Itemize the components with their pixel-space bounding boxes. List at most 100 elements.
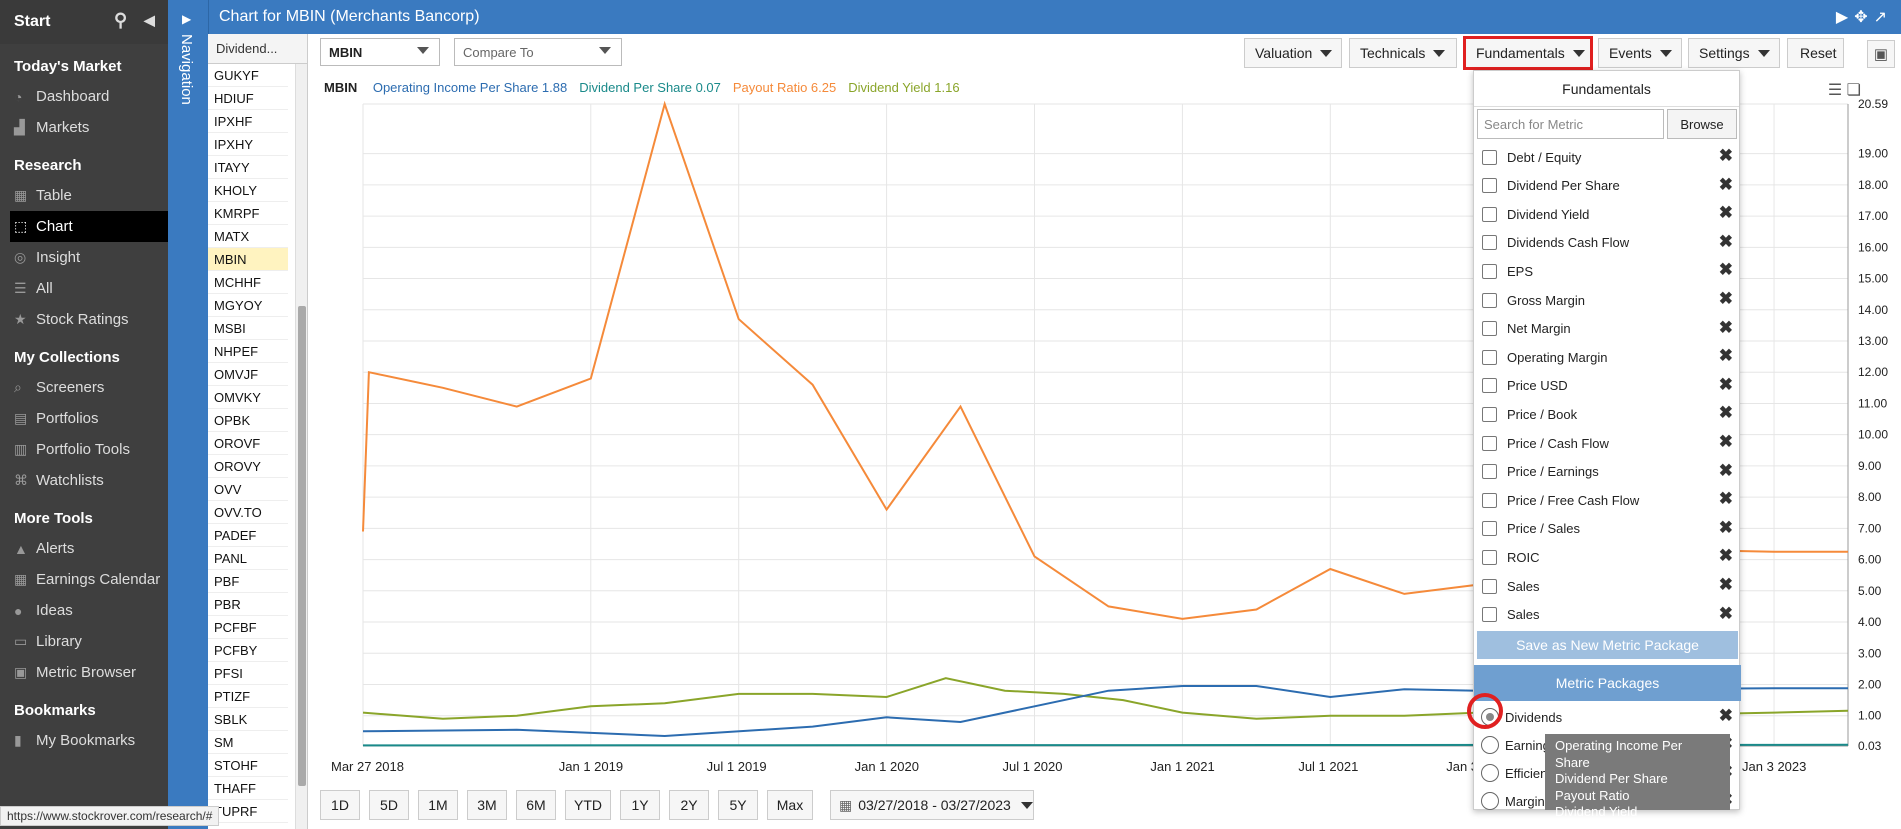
sidebar-item-stock-ratings[interactable]: ★ Stock Ratings	[0, 304, 168, 335]
menu-icon[interactable]: ☰	[1827, 82, 1843, 99]
ticker-item[interactable]: OVV.TO	[208, 501, 288, 524]
remove-icon[interactable]: ✖	[1718, 460, 1733, 480]
ticker-item[interactable]: SBLK	[208, 708, 288, 731]
range-button-3m[interactable]: 3M	[467, 790, 507, 820]
ticker-item[interactable]: PTIZF	[208, 685, 288, 708]
remove-icon[interactable]: ✖	[1718, 403, 1733, 423]
sidebar-item-portfolio-tools[interactable]: ▥ Portfolio Tools	[0, 434, 168, 465]
ticker-item[interactable]: PADEF	[208, 524, 288, 547]
metric-checkbox[interactable]	[1482, 578, 1497, 594]
range-button-5y[interactable]: 5Y	[718, 790, 758, 820]
metric-row[interactable]: Dividend Per Share ✖	[1474, 172, 1741, 200]
sidebar-item-table[interactable]: ▦ Table	[0, 180, 168, 211]
metric-checkbox[interactable]	[1482, 149, 1497, 165]
metric-row[interactable]: Gross Margin ✖	[1474, 286, 1741, 314]
remove-icon[interactable]: ✖	[1718, 203, 1733, 223]
metric-search-input[interactable]: Search for Metric	[1477, 109, 1664, 139]
expand-right-icon[interactable]: ▶	[182, 12, 192, 26]
range-button-1d[interactable]: 1D	[320, 790, 360, 820]
ticker-item[interactable]: PCFBF	[208, 616, 288, 639]
package-radio[interactable]	[1481, 792, 1499, 810]
remove-icon[interactable]: ✖	[1718, 231, 1733, 251]
metric-checkbox[interactable]	[1482, 464, 1497, 480]
metric-checkbox[interactable]	[1482, 263, 1497, 279]
metric-row[interactable]: Price / Cash Flow ✖	[1474, 429, 1741, 457]
ticker-item[interactable]: MGYOY	[208, 294, 288, 317]
ticker-item[interactable]: IPXHF	[208, 110, 288, 133]
ticker-item[interactable]: MSBI	[208, 317, 288, 340]
camera-icon[interactable]: ▣	[1867, 40, 1895, 68]
sidebar-item-all[interactable]: ☰ All	[0, 273, 168, 304]
metric-checkbox[interactable]	[1482, 321, 1497, 337]
metric-checkbox[interactable]	[1482, 349, 1497, 365]
remove-icon[interactable]: ✖	[1718, 603, 1733, 623]
sidebar-item-markets[interactable]: ▟ Markets	[0, 112, 168, 143]
ticker-scrollbar[interactable]	[295, 64, 307, 829]
ticker-item[interactable]: PBR	[208, 593, 288, 616]
metric-row[interactable]: EPS ✖	[1474, 257, 1741, 285]
metric-row[interactable]: Price USD ✖	[1474, 372, 1741, 400]
range-button-6m[interactable]: 6M	[516, 790, 556, 820]
sidebar-item-alerts[interactable]: ▲ Alerts	[0, 533, 168, 564]
remove-icon[interactable]: ✖	[1718, 546, 1733, 566]
remove-icon[interactable]: ✖	[1718, 706, 1733, 725]
metric-checkbox[interactable]	[1482, 435, 1497, 451]
metric-checkbox[interactable]	[1482, 292, 1497, 308]
range-button-1m[interactable]: 1M	[418, 790, 458, 820]
ticker-item[interactable]: PANL	[208, 547, 288, 570]
navigation-strip[interactable]: ▶ Navigation	[168, 0, 208, 829]
remove-icon[interactable]: ✖	[1718, 174, 1733, 194]
browse-button[interactable]: Browse	[1667, 109, 1737, 139]
package-radio[interactable]	[1481, 764, 1499, 782]
events-button[interactable]: Events	[1598, 38, 1682, 68]
metric-checkbox[interactable]	[1482, 406, 1497, 422]
ticker-item[interactable]: SM	[208, 731, 288, 754]
fundamentals-button[interactable]: Fundamentals	[1463, 36, 1593, 70]
compare-to-select[interactable]: Compare To	[454, 38, 622, 66]
metric-checkbox[interactable]	[1482, 492, 1497, 508]
chart-area[interactable]: 20.59 19.00 18.00 17.00 16.00 15.00 14.00 13.00…	[318, 96, 1901, 786]
ticker-item[interactable]: PCFBY	[208, 639, 288, 662]
metric-row[interactable]: ROIC ✖	[1474, 543, 1741, 571]
valuation-button[interactable]: Valuation	[1244, 38, 1342, 68]
metric-row[interactable]: Net Margin ✖	[1474, 315, 1741, 343]
ticker-item[interactable]: STOHF	[208, 754, 288, 777]
ticker-item[interactable]: OVV	[208, 478, 288, 501]
remove-icon[interactable]: ✖	[1718, 374, 1733, 394]
range-button-1y[interactable]: 1Y	[620, 790, 660, 820]
remove-icon[interactable]: ✖	[1718, 317, 1733, 337]
ticker-list-header[interactable]: Dividend...	[208, 34, 307, 64]
metric-checkbox[interactable]	[1482, 206, 1497, 222]
remove-icon[interactable]: ✖	[1718, 260, 1733, 280]
ticker-item[interactable]: HDIUF	[208, 87, 288, 110]
layers-icon[interactable]: ❏	[1846, 82, 1861, 99]
sidebar-item-chart[interactable]: ⬚ Chart	[10, 211, 168, 242]
settings-button[interactable]: Settings	[1688, 38, 1780, 68]
metric-row[interactable]: Dividend Yield ✖	[1474, 200, 1741, 228]
ticker-item[interactable]: ITAYY	[208, 156, 288, 179]
sidebar-item-earnings-calendar[interactable]: ▦ Earnings Calendar	[0, 564, 168, 595]
ticker-item[interactable]: MBIN	[208, 248, 288, 271]
metric-checkbox[interactable]	[1482, 549, 1497, 565]
remove-icon[interactable]: ✖	[1718, 346, 1733, 366]
technicals-button[interactable]: Technicals	[1349, 38, 1457, 68]
chart-svg[interactable]: 20.59 19.00 18.00 17.00 16.00 15.00 14.00 13.00…	[318, 96, 1901, 786]
symbol-select[interactable]: MBIN	[320, 38, 440, 66]
ticker-item[interactable]: KHOLY	[208, 179, 288, 202]
collapse-icon[interactable]: ✥	[1854, 9, 1874, 26]
metric-row[interactable]: Debt / Equity ✖	[1474, 143, 1741, 171]
metric-row[interactable]: Price / Book ✖	[1474, 400, 1741, 428]
ticker-item[interactable]: OPBK	[208, 409, 288, 432]
package-radio[interactable]	[1481, 736, 1499, 754]
sidebar-item-insight[interactable]: ◎ Insight	[0, 242, 168, 273]
range-button-ytd[interactable]: YTD	[565, 790, 611, 820]
remove-icon[interactable]: ✖	[1718, 575, 1733, 594]
remove-icon[interactable]: ✖	[1718, 517, 1733, 537]
metric-checkbox[interactable]	[1482, 521, 1497, 537]
ticker-item[interactable]: OROVY	[208, 455, 288, 478]
range-button-5d[interactable]: 5D	[369, 790, 409, 820]
metric-row[interactable]: Price / Earnings ✖	[1474, 458, 1741, 486]
ticker-item[interactable]: MATX	[208, 225, 288, 248]
metric-checkbox[interactable]	[1482, 607, 1497, 623]
remove-icon[interactable]: ✖	[1718, 289, 1733, 308]
